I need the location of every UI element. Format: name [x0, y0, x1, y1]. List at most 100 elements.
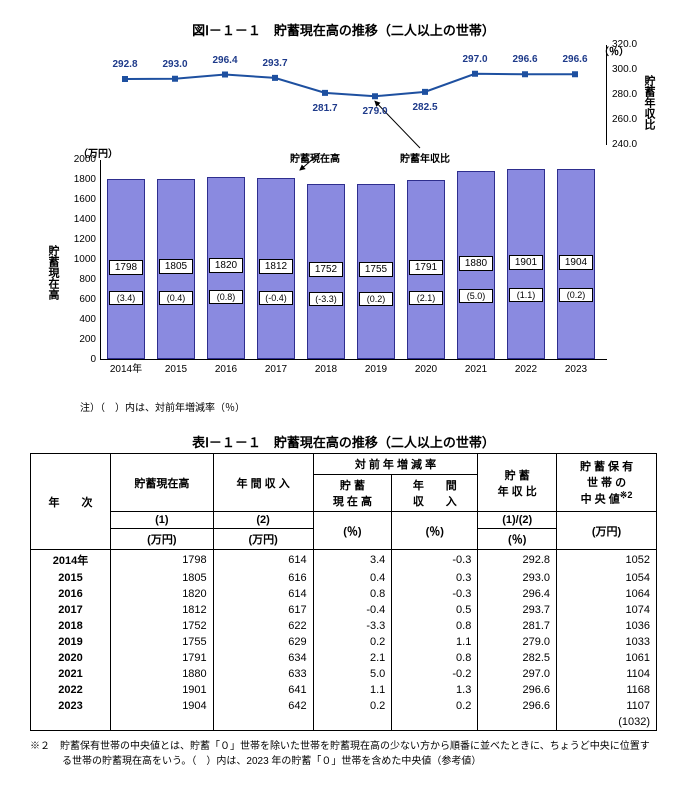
table-cell: 2015	[31, 570, 111, 586]
table-cell: 1791	[111, 650, 214, 666]
table-cell: 2016	[31, 586, 111, 602]
bar-ytick: 1000	[66, 254, 96, 265]
table-cell: 2023	[31, 698, 111, 714]
table-cell: 1805	[111, 570, 214, 586]
line-ytick: 260.0	[612, 114, 647, 125]
table-row: 202219016411.11.3296.61168	[31, 682, 657, 698]
th-c3ab: 貯 蓄現 在 高	[313, 475, 392, 512]
table-cell: 2020	[31, 650, 111, 666]
table-cell: 1.3	[392, 682, 478, 698]
table-cell: 1107	[557, 698, 657, 714]
line-point-label: 296.4	[205, 55, 245, 66]
table-cell: 1880	[111, 666, 214, 682]
table-title: 表Ⅰ－１－１ 貯蓄現在高の推移（二人以上の世帯）	[30, 432, 657, 451]
table-cell	[392, 714, 478, 731]
table-cell: 629	[213, 634, 313, 650]
line-ytick: 240.0	[612, 139, 647, 150]
bar-value-label: 1791	[409, 260, 443, 275]
bar-pct-label: (0.2)	[359, 292, 393, 306]
th-c6d: (万円)	[557, 512, 657, 550]
bar-ytick: 1800	[66, 174, 96, 185]
table-cell: 622	[213, 618, 313, 634]
table-cell: 1054	[557, 570, 657, 586]
x-axis-label: 2022	[506, 364, 546, 375]
table-cell: 614	[213, 586, 313, 602]
table-row: 202118806335.0-0.2297.01104	[31, 666, 657, 682]
th-c5ab: 貯 蓄年 収 比	[478, 454, 557, 512]
th-c1c: (万円)	[111, 529, 214, 550]
th-c6ab: 貯 蓄 保 有世 帯 の中 央 値※2	[557, 454, 657, 512]
th-c3c: (％)	[313, 512, 392, 550]
bar-ytick: 0	[66, 354, 96, 365]
bar-pct-label: (1.1)	[509, 288, 543, 302]
table-cell: 297.0	[478, 666, 557, 682]
chart-title: 図Ⅰ－１－１ 貯蓄現在高の推移（二人以上の世帯）	[30, 20, 657, 39]
bar-pct-label: (-3.3)	[309, 292, 343, 306]
table-cell: 1904	[111, 698, 214, 714]
bar-ytick: 1600	[66, 194, 96, 205]
y-left-axis-label: 貯蓄現在高	[45, 245, 61, 300]
table-row: 201917556290.21.1279.01033	[31, 634, 657, 650]
table-cell: 0.2	[313, 698, 392, 714]
table-cell	[213, 714, 313, 731]
table-cell: 0.4	[313, 570, 392, 586]
table-cell: 296.6	[478, 682, 557, 698]
th-c5d: (％)	[478, 529, 557, 550]
table-cell	[313, 714, 392, 731]
table-cell: 2018	[31, 618, 111, 634]
chart-area: （％） （万円） 貯蓄現在高 貯蓄年収比 240.0260.0280.0300.…	[30, 45, 657, 395]
table-cell: 634	[213, 650, 313, 666]
bar-value-label: 1880	[459, 256, 493, 271]
table-cell: 1.1	[313, 682, 392, 698]
bar-ytick: 600	[66, 294, 96, 305]
table-cell: 296.4	[478, 586, 557, 602]
table-cell: 293.0	[478, 570, 557, 586]
bar-ytick: 400	[66, 314, 96, 325]
line-point-label: 281.7	[305, 103, 345, 114]
line-chart-zone: 240.0260.0280.0300.0320.0292.8293.0296.4…	[100, 45, 607, 145]
table-row: 202017916342.10.8282.51061	[31, 650, 657, 666]
table-cell: 2014年	[31, 550, 111, 571]
table-row: 2014年17986143.4-0.3292.81052	[31, 550, 657, 571]
x-axis-label: 2014年	[106, 360, 146, 375]
bar-pct-label: (0.2)	[559, 288, 593, 302]
bar-value-label: 1904	[559, 255, 593, 270]
table-cell: 0.5	[392, 602, 478, 618]
table-cell: 292.8	[478, 550, 557, 571]
table-row: 20171812617-0.40.5293.71074	[31, 602, 657, 618]
x-axis-label: 2019	[356, 364, 396, 375]
table-cell: 641	[213, 682, 313, 698]
bar-chart-zone: 0200400600800100012001400160018002000179…	[100, 160, 607, 360]
table-cell	[31, 714, 111, 731]
table-cell: 5.0	[313, 666, 392, 682]
table-cell: (1032)	[557, 714, 657, 731]
bar-pct-label: (-0.4)	[259, 291, 293, 305]
bar-ytick: 1200	[66, 234, 96, 245]
line-point-label: 296.6	[555, 54, 595, 65]
table-cell: 614	[213, 550, 313, 571]
bar-value-label: 1820	[209, 258, 243, 273]
table-cell: 1820	[111, 586, 214, 602]
table-cell: 1755	[111, 634, 214, 650]
data-table: 年 次 貯蓄現在高 年 間 収 入 対 前 年 増 減 率 貯 蓄年 収 比 貯…	[30, 453, 657, 731]
bar-value-label: 1901	[509, 255, 543, 270]
table-cell: -0.3	[392, 586, 478, 602]
table-cell	[478, 714, 557, 731]
table-cell: 616	[213, 570, 313, 586]
table-cell: 0.3	[392, 570, 478, 586]
table-cell: 2019	[31, 634, 111, 650]
line-point-label: 279.0	[355, 106, 395, 117]
table-cell: 0.8	[392, 650, 478, 666]
x-axis-label: 2016	[206, 364, 246, 375]
table-cell: 1104	[557, 666, 657, 682]
table-row: 201618206140.8-0.3296.41064	[31, 586, 657, 602]
line-point-label: 292.8	[105, 59, 145, 70]
table-cell: 1901	[111, 682, 214, 698]
bar-ytick: 1400	[66, 214, 96, 225]
line-point-label: 296.6	[505, 54, 545, 65]
th-c2a: 年 間 収 入	[213, 454, 313, 512]
table-cell: 1812	[111, 602, 214, 618]
table-cell: 642	[213, 698, 313, 714]
table-cell: 296.6	[478, 698, 557, 714]
th-c2b: (2)	[213, 512, 313, 529]
